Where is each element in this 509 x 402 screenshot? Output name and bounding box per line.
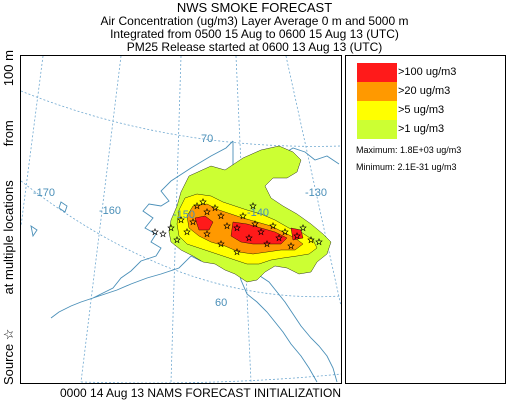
source-star-icon — [263, 239, 271, 248]
legend-swatch-1 — [357, 120, 397, 139]
meridian-170 — [20, 55, 44, 227]
source-star-icon — [299, 223, 307, 232]
maximum-value: Maximum: 1.8E+03 ug/m3 — [356, 145, 462, 155]
legend-swatch-5 — [357, 101, 397, 120]
contour-gt100-east — [290, 227, 304, 241]
release-info: PM25 Release started at 0600 13 Aug 13 (… — [126, 40, 383, 54]
legend-label-5: >5 ug/m3 — [398, 104, 445, 116]
alaska-inner-coast — [236, 263, 318, 383]
source-star-icon — [315, 237, 323, 246]
legend-label-20: >20 ug/m3 — [398, 85, 451, 97]
source-side-label: Source ☆ at multiple locations from 100 … — [1, 50, 17, 385]
parallel-50 — [80, 373, 342, 384]
from-label: from — [1, 120, 16, 147]
grid-label-150: -150 — [173, 209, 195, 221]
legend-swatch-100 — [357, 63, 397, 82]
source-star-icon — [177, 215, 185, 224]
source-star-icon — [275, 233, 283, 242]
contour-gt100 — [230, 221, 288, 245]
source-star-icon — [203, 229, 211, 238]
source-star-icon — [151, 227, 159, 236]
source-star-icon — [281, 227, 289, 236]
grid-label-140: -140 — [247, 207, 269, 219]
source-star-icon — [173, 235, 181, 244]
source-star-icon — [203, 207, 211, 216]
meridian-160 — [80, 55, 122, 383]
grid-label-60: 60 — [215, 297, 227, 309]
source-star-icon — [249, 201, 257, 210]
grid-labels: -170 -160 -150 -140 -130 70 60 — [33, 133, 327, 309]
source-label: Source ☆ — [1, 328, 16, 385]
source-star-icon — [233, 223, 241, 232]
parallel-60 — [20, 180, 342, 298]
source-star-icon — [245, 233, 253, 242]
source-star-icon — [217, 239, 225, 248]
legend-swatch-20 — [357, 82, 397, 101]
source-stars — [151, 197, 323, 256]
source-star-icon — [189, 217, 197, 226]
grid-label-130: -130 — [305, 187, 327, 199]
source-star-icon — [269, 221, 277, 230]
source-star-icon — [199, 197, 207, 206]
legend-label-1: >1 ug/m3 — [398, 123, 445, 135]
source-star-icon — [251, 219, 259, 228]
source-star-icon — [159, 229, 167, 238]
map-canvas: -170 -160 -150 -140 -130 70 60 — [20, 55, 342, 384]
grid-label-160: -160 — [99, 205, 121, 217]
source-star-icon — [239, 211, 247, 220]
smoke-map: -170 -160 -150 -140 -130 70 60 — [20, 55, 342, 384]
source-star-icon — [183, 227, 191, 236]
island-1 — [58, 201, 68, 213]
locations-label: at multiple locations — [1, 180, 16, 295]
integration-period: Integrated from 0500 15 Aug to 0600 15 A… — [110, 27, 399, 41]
meridian-130 — [285, 55, 342, 307]
contour-gt100-west — [194, 215, 214, 231]
legend-label-100: >100 ug/m3 — [398, 66, 457, 78]
source-star-icon — [223, 221, 231, 230]
source-star-icon — [287, 241, 295, 250]
grid-label-170: -170 — [33, 187, 55, 199]
legend-panel: >100 ug/m3 >20 ug/m3 >5 ug/m3 >1 ug/m3 M… — [345, 55, 506, 384]
source-star-icon — [193, 201, 201, 210]
source-star-icon — [167, 223, 175, 232]
concentration-subtitle: Air Concentration (ug/m3) Layer Average … — [100, 14, 409, 28]
parallel-70 — [20, 90, 342, 147]
page-title: NWS SMOKE FORECAST — [176, 0, 333, 15]
height-label: 100 m — [1, 50, 16, 87]
source-star-icon — [293, 231, 301, 240]
minimum-value: Minimum: 2.1E-31 ug/m3 — [356, 162, 457, 172]
source-star-icon — [217, 211, 225, 220]
source-star-icon — [257, 227, 265, 236]
source-star-icon — [211, 203, 219, 212]
footer-init-label: 0000 14 Aug 13 NAMS FORECAST INITIALIZAT… — [60, 386, 341, 400]
source-star-icon — [307, 235, 315, 244]
island-2 — [30, 225, 38, 238]
source-star-icon — [233, 247, 241, 256]
grid-label-70: 70 — [201, 133, 213, 145]
graticule — [20, 55, 342, 384]
